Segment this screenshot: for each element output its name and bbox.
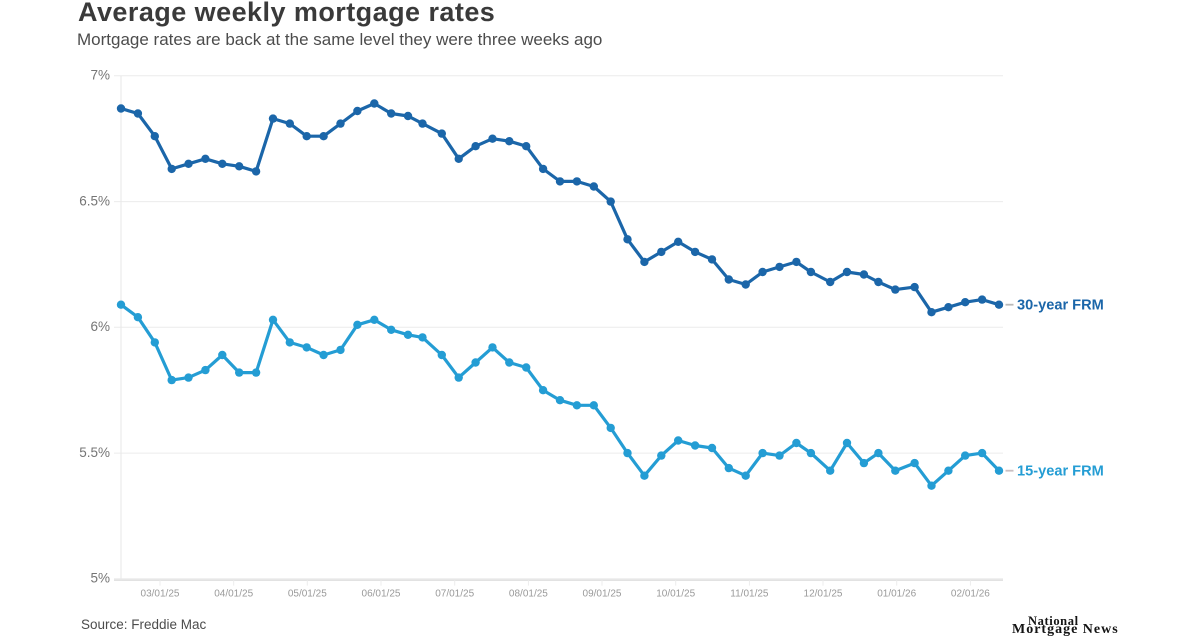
svg-text:30-year FRM: 30-year FRM <box>1017 298 1104 314</box>
svg-text:03/01/25: 03/01/25 <box>141 589 180 600</box>
svg-text:02/01/26: 02/01/26 <box>951 589 990 600</box>
svg-text:05/01/25: 05/01/25 <box>288 589 327 600</box>
svg-text:07/01/25: 07/01/25 <box>435 589 474 600</box>
svg-text:09/01/25: 09/01/25 <box>583 589 622 600</box>
svg-text:5.5%: 5.5% <box>79 445 110 460</box>
svg-text:5%: 5% <box>90 571 110 586</box>
svg-text:12/01/25: 12/01/25 <box>804 589 843 600</box>
svg-text:10/01/25: 10/01/25 <box>656 589 695 600</box>
svg-text:6%: 6% <box>90 319 110 334</box>
svg-text:06/01/25: 06/01/25 <box>362 589 401 600</box>
svg-text:6.5%: 6.5% <box>79 194 110 209</box>
svg-text:15-year FRM: 15-year FRM <box>1017 464 1104 480</box>
svg-text:08/01/25: 08/01/25 <box>509 589 548 600</box>
svg-text:04/01/25: 04/01/25 <box>214 589 253 600</box>
svg-text:11/01/25: 11/01/25 <box>730 589 769 600</box>
svg-text:01/01/26: 01/01/26 <box>877 589 916 600</box>
svg-text:7%: 7% <box>90 68 110 83</box>
